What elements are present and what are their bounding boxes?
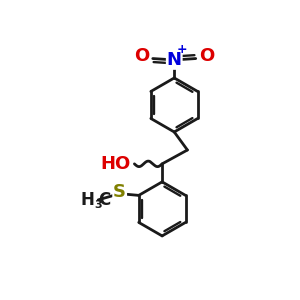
- Text: S: S: [113, 183, 126, 201]
- Text: O: O: [134, 47, 149, 65]
- Text: +: +: [177, 43, 187, 56]
- Text: O: O: [199, 47, 214, 65]
- Text: C: C: [98, 191, 110, 209]
- Text: 3: 3: [94, 200, 102, 210]
- Text: H: H: [80, 191, 94, 209]
- Text: N: N: [167, 51, 182, 69]
- Text: HO: HO: [100, 155, 130, 173]
